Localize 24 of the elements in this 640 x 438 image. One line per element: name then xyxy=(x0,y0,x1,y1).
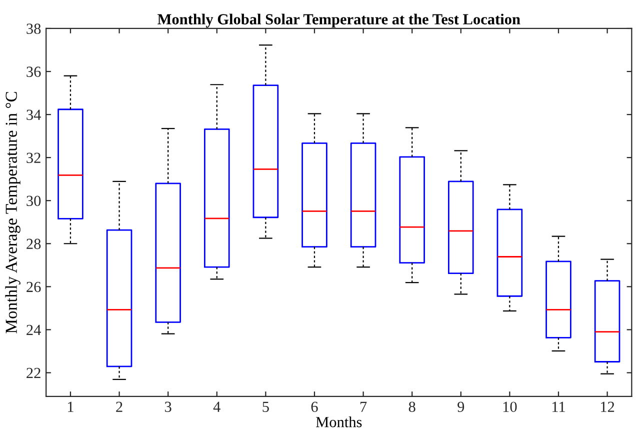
x-tick-label: 3 xyxy=(164,402,172,412)
y-tick-label: 34 xyxy=(26,110,41,120)
x-tick-label: 2 xyxy=(116,402,122,412)
x-tick-label: 4 xyxy=(213,402,220,412)
x-tick-label: 6 xyxy=(311,402,318,412)
x-tick-label: 11 xyxy=(552,402,565,412)
y-tick-label: 28 xyxy=(26,238,41,250)
y-tick-label: 38 xyxy=(26,24,41,34)
y-tick-label: 22 xyxy=(26,368,40,378)
x-tick-label: 9 xyxy=(458,402,464,412)
x-axis-title: Months xyxy=(316,416,362,428)
y-tick-label: 24 xyxy=(26,324,41,335)
y-tick-label: 32 xyxy=(26,152,40,164)
y-tick-label: 36 xyxy=(26,66,41,77)
x-tick-label: 10 xyxy=(503,402,517,412)
x-tick-label: 12 xyxy=(600,402,614,412)
y-tick-label: 30 xyxy=(26,196,41,206)
x-tick-label: 5 xyxy=(262,402,269,412)
x-tick-label: 1 xyxy=(68,402,74,412)
y-tick-label: 26 xyxy=(26,282,41,292)
x-tick-label: 7 xyxy=(360,402,367,412)
y-axis-title: Monthly Average Temperature in °C xyxy=(5,92,20,334)
x-tick-label: 8 xyxy=(408,402,416,412)
chart-title: Monthly Global Solar Temperature at the Test Location xyxy=(158,14,520,28)
